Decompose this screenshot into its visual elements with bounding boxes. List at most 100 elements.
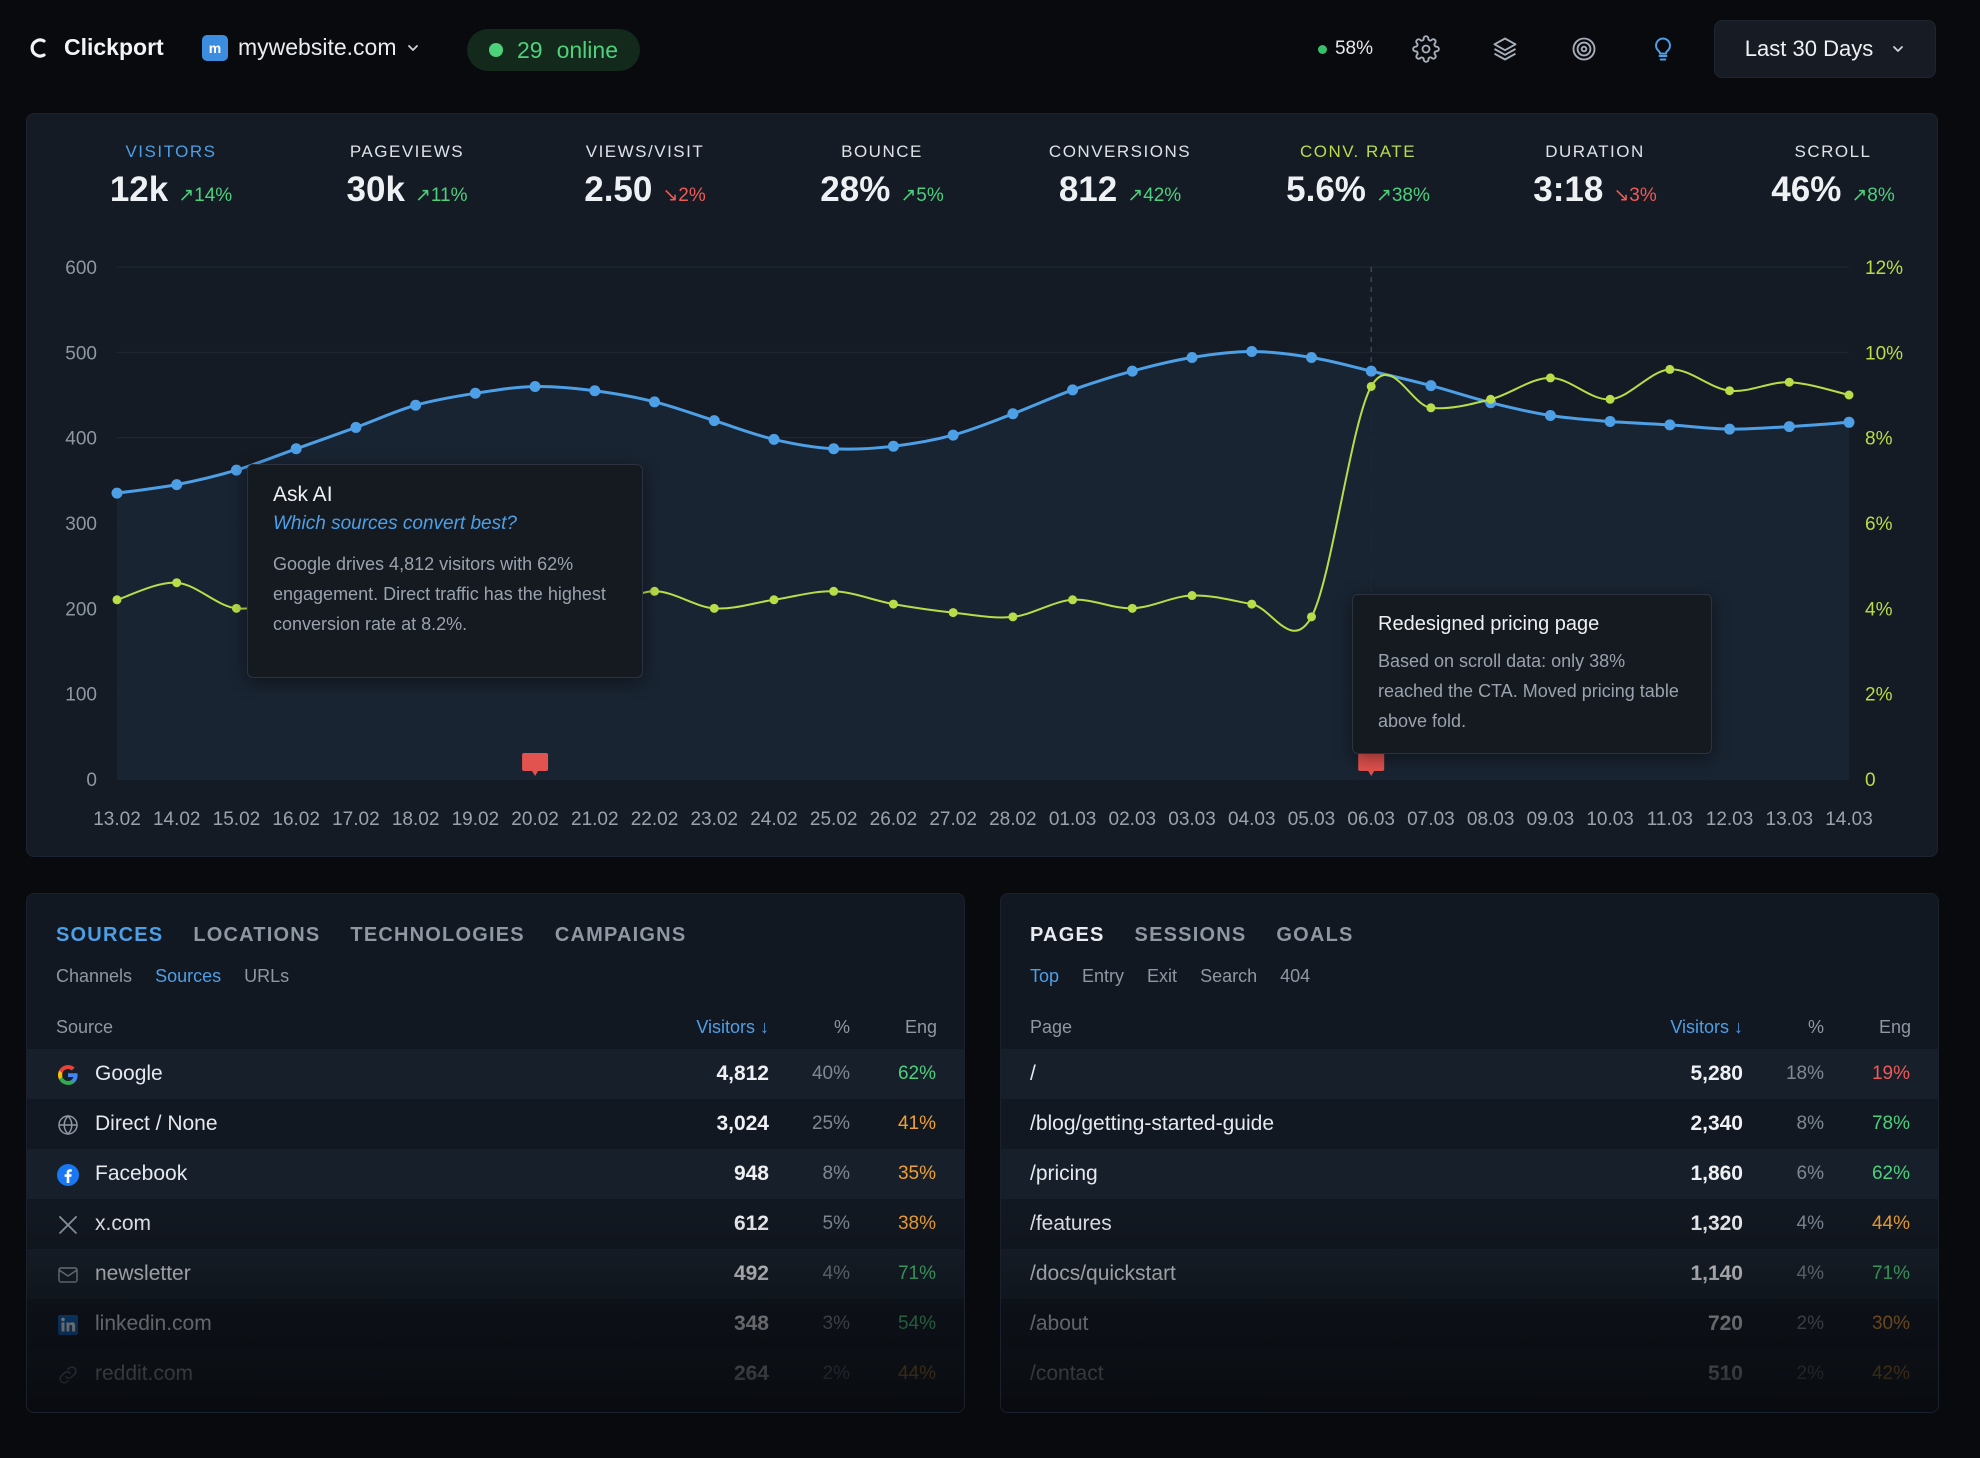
online-visitors-badge[interactable]: 29 online xyxy=(467,29,640,71)
tab-pages[interactable]: PAGES xyxy=(1030,924,1105,946)
conv-rate-point[interactable] xyxy=(1247,599,1257,609)
table-row[interactable]: / 5,280 18% 19% xyxy=(1001,1049,1938,1099)
visitors-point[interactable] xyxy=(947,429,959,441)
conv-rate-point[interactable] xyxy=(112,595,122,605)
column-header-visitors[interactable]: Visitors ↓ xyxy=(1670,1017,1743,1037)
ask-ai-question-link[interactable]: Which sources convert best? xyxy=(273,513,517,534)
conv-rate-point[interactable] xyxy=(1127,603,1137,613)
table-row[interactable]: x.com 612 5% 38% xyxy=(27,1199,964,1249)
visitors-point[interactable] xyxy=(290,443,302,455)
conv-rate-point[interactable] xyxy=(769,595,779,605)
conv-rate-point[interactable] xyxy=(1306,612,1316,622)
layers-button[interactable] xyxy=(1488,32,1522,66)
annotation-marker-icon[interactable] xyxy=(1358,753,1385,776)
visitors-point[interactable] xyxy=(111,487,123,499)
visitors-point[interactable] xyxy=(1544,409,1556,421)
goals-button[interactable] xyxy=(1567,32,1601,66)
visitors-point[interactable] xyxy=(1843,416,1855,428)
conv-rate-point[interactable] xyxy=(948,608,958,618)
table-row[interactable]: newsletter 492 4% 71% xyxy=(27,1249,964,1299)
visitors-point[interactable] xyxy=(1365,365,1377,377)
subtab-channels[interactable]: Channels xyxy=(56,966,133,986)
subtab-404[interactable]: 404 xyxy=(1280,966,1311,986)
annotation-marker-icon[interactable] xyxy=(522,753,549,776)
visitors-point[interactable] xyxy=(1664,419,1676,431)
conv-rate-point[interactable] xyxy=(1008,612,1018,622)
subtab-top[interactable]: Top xyxy=(1030,966,1060,986)
conv-rate-point[interactable] xyxy=(829,586,839,596)
conv-rate-point[interactable] xyxy=(231,603,241,613)
conv-rate-point[interactable] xyxy=(709,603,719,613)
conv-rate-point[interactable] xyxy=(1068,595,1078,605)
conv-rate-point[interactable] xyxy=(1366,381,1376,391)
metric-conv-rate[interactable]: CONV. RATE 5.6% ↗38% xyxy=(1240,142,1476,210)
table-row[interactable]: Google 4,812 40% 62% xyxy=(27,1049,964,1099)
tab-technologies[interactable]: TECHNOLOGIES xyxy=(350,924,525,946)
conv-rate-point[interactable] xyxy=(888,599,898,609)
metric-bounce[interactable]: BOUNCE 28% ↗5% xyxy=(764,142,1000,210)
conv-rate-point[interactable] xyxy=(1187,591,1197,601)
settings-button[interactable] xyxy=(1409,32,1443,66)
visitors-point[interactable] xyxy=(350,421,362,433)
table-row[interactable]: reddit.com 264 2% 44% xyxy=(27,1349,964,1399)
visitors-point[interactable] xyxy=(887,440,899,452)
table-row[interactable]: Facebook 948 8% 35% xyxy=(27,1149,964,1199)
column-header-percent[interactable]: % xyxy=(1807,1017,1824,1037)
conv-rate-point[interactable] xyxy=(1784,377,1794,387)
metric-views-per-visit[interactable]: VIEWS/VISIT 2.50 ↘2% xyxy=(527,142,763,210)
table-row[interactable]: /features 1,320 4% 44% xyxy=(1001,1199,1938,1249)
visitors-point[interactable] xyxy=(230,464,242,476)
visitors-point[interactable] xyxy=(469,387,481,399)
table-row[interactable]: /blog/getting-started-guide 2,340 8% 78% xyxy=(1001,1099,1938,1149)
conv-rate-point[interactable] xyxy=(1725,386,1735,396)
subtab-search[interactable]: Search xyxy=(1200,966,1258,986)
table-row[interactable]: /about 720 2% 30% xyxy=(1001,1299,1938,1349)
metric-visitors[interactable]: VISITORS 12k ↗14% xyxy=(53,142,289,210)
insights-button[interactable] xyxy=(1646,32,1680,66)
annotation-tooltip[interactable]: Redesigned pricing page Based on scroll … xyxy=(1352,594,1712,754)
table-row[interactable]: linkedin.com 348 3% 54% xyxy=(27,1299,964,1349)
visitors-point[interactable] xyxy=(708,415,720,427)
visitors-point[interactable] xyxy=(768,433,780,445)
subtab-entry[interactable]: Entry xyxy=(1082,966,1125,986)
table-row[interactable]: /contact 510 2% 42% xyxy=(1001,1349,1938,1399)
ask-ai-tooltip[interactable]: Ask AI Which sources convert best? Googl… xyxy=(247,464,643,678)
visitors-point[interactable] xyxy=(1126,365,1138,377)
brand[interactable]: Clickport xyxy=(28,34,164,61)
metric-scroll[interactable]: SCROLL 46% ↗8% xyxy=(1715,142,1951,210)
conv-rate-point[interactable] xyxy=(1605,394,1615,404)
metric-pageviews[interactable]: PAGEVIEWS 30k ↗11% xyxy=(289,142,525,210)
visitors-point[interactable] xyxy=(1305,351,1317,363)
site-selector[interactable]: m mywebsite.com xyxy=(202,34,420,61)
visitors-point[interactable] xyxy=(171,479,183,491)
visitors-point[interactable] xyxy=(1604,415,1616,427)
subtab-sources[interactable]: Sources xyxy=(155,966,222,986)
visitors-point[interactable] xyxy=(1007,408,1019,420)
visitors-point[interactable] xyxy=(529,380,541,392)
visitors-point[interactable] xyxy=(1724,423,1736,435)
table-row[interactable]: /docs/quickstart 1,140 4% 71% xyxy=(1001,1249,1938,1299)
conv-rate-point[interactable] xyxy=(1844,390,1854,400)
table-row[interactable]: /pricing 1,860 6% 62% xyxy=(1001,1149,1938,1199)
visitors-point[interactable] xyxy=(649,396,661,408)
date-range-select[interactable]: Last 30 Days xyxy=(1714,20,1936,78)
visitors-point[interactable] xyxy=(1246,345,1258,357)
subtab-exit[interactable]: Exit xyxy=(1147,966,1178,986)
visitors-point[interactable] xyxy=(828,443,840,455)
conv-rate-point[interactable] xyxy=(650,586,660,596)
tab-goals[interactable]: GOALS xyxy=(1276,924,1354,946)
metric-duration[interactable]: DURATION 3:18 ↘3% xyxy=(1477,142,1713,210)
column-header-visitors[interactable]: Visitors ↓ xyxy=(696,1017,769,1037)
conv-rate-point[interactable] xyxy=(1665,364,1675,374)
conv-rate-point[interactable] xyxy=(1545,373,1555,383)
status-indicator[interactable]: 58% xyxy=(1317,38,1373,60)
visitors-point[interactable] xyxy=(1186,351,1198,363)
visitors-point[interactable] xyxy=(1425,380,1437,392)
tab-sessions[interactable]: SESSIONS xyxy=(1134,924,1247,946)
table-row[interactable]: Direct / None 3,024 25% 41% xyxy=(27,1099,964,1149)
visitors-point[interactable] xyxy=(410,399,422,411)
tab-locations[interactable]: LOCATIONS xyxy=(193,924,321,946)
conv-rate-point[interactable] xyxy=(172,578,182,588)
column-header-engagement[interactable]: Eng xyxy=(1878,1017,1911,1037)
metric-conversions[interactable]: CONVERSIONS 812 ↗42% xyxy=(1002,142,1238,210)
